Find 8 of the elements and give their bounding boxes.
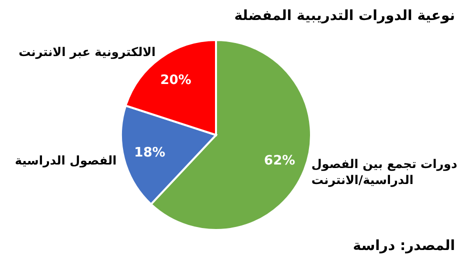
slice-label: الفصول الدراسية xyxy=(14,154,117,168)
data-label: 20% xyxy=(160,73,192,88)
text: المصدر: دراسة xyxy=(352,238,455,254)
chart-title: نوعية الدورات التدريبية المفضلة xyxy=(234,8,455,24)
slice-label: دورات تجمع بين الفصول الدراسية/الانترنت xyxy=(311,156,458,187)
data-label: 62% xyxy=(264,154,296,169)
slice-label: الالكترونية عبر الانترنت xyxy=(18,45,156,60)
data-label: 18% xyxy=(134,146,166,161)
